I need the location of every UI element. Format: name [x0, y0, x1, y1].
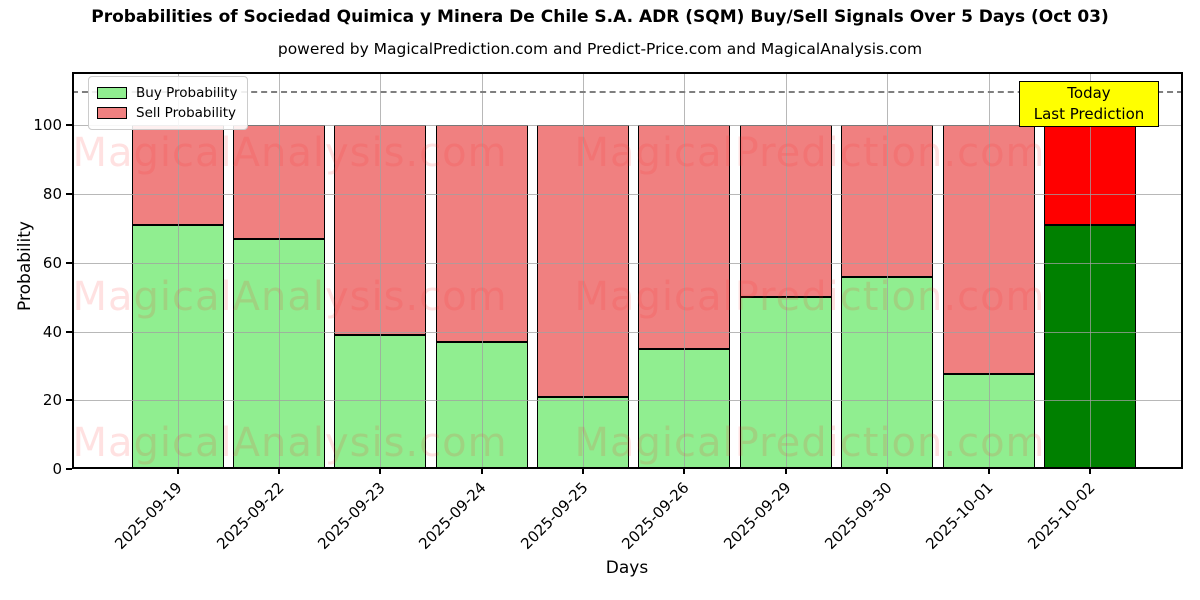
y-tick-mark [66, 330, 72, 333]
x-tick-mark [277, 469, 280, 474]
x-tick-mark [886, 469, 889, 474]
chart-subtitle: powered by MagicalPrediction.com and Pre… [277, 40, 923, 58]
x-tick-mark [176, 469, 179, 474]
x-tick-label: 2025-09-23 [314, 478, 389, 554]
watermark-text: MagicalPrediction.com [574, 130, 1046, 176]
today-annotation-line2: Last Prediction [1033, 105, 1145, 123]
y-tick-label: 0 [52, 460, 62, 478]
grid-line-horizontal [72, 400, 1183, 402]
grid-line-vertical [583, 72, 585, 469]
y-tick-label: 100 [33, 116, 62, 135]
watermark-text: MagicalAnalysis.com [72, 274, 508, 320]
x-tick-label: 2025-09-29 [719, 478, 795, 554]
y-tick-label: 60 [42, 253, 62, 272]
dashed-threshold-line [72, 90, 1183, 93]
x-tick-label: 2025-09-26 [618, 478, 693, 554]
legend-entry: Buy Probability [97, 83, 237, 103]
x-tick-mark [1089, 469, 1091, 474]
x-tick-mark [784, 469, 787, 474]
x-tick-mark [582, 469, 585, 474]
y-tick-label: 80 [42, 185, 62, 204]
grid-line-horizontal [72, 125, 1183, 127]
x-tick-mark [683, 469, 686, 474]
y-tick-mark [66, 124, 72, 127]
x-tick-label: 2025-10-01 [922, 478, 997, 554]
watermark-text: MagicalAnalysis.com [72, 420, 508, 466]
y-tick-label: 20 [42, 391, 62, 410]
today-annotation: Today Last Prediction [1019, 81, 1159, 127]
grid-line-vertical [785, 72, 787, 469]
grid-line-horizontal [72, 331, 1183, 333]
today-annotation-line1: Today [1067, 84, 1111, 102]
grid-line-horizontal [72, 262, 1183, 264]
x-tick-label: 2025-09-25 [517, 478, 592, 554]
watermark-text: MagicalPrediction.com [574, 420, 1046, 466]
legend-swatch [97, 87, 127, 99]
x-tick-mark [379, 469, 382, 474]
grid-line-vertical [988, 72, 990, 469]
legend-swatch [97, 107, 127, 119]
watermark-text: MagicalPrediction.com [574, 274, 1046, 320]
x-tick-label: 2025-09-22 [212, 478, 288, 554]
x-tick-label: 2025-09-24 [415, 478, 491, 554]
x-tick-label: 2025-09-30 [821, 478, 896, 554]
legend-entry: Sell Probability [97, 103, 237, 123]
watermark-text: MagicalAnalysis.com [72, 130, 508, 176]
y-tick-mark [66, 261, 72, 264]
grid-line-vertical [1090, 72, 1091, 469]
x-tick-mark [480, 469, 483, 474]
x-axis-label: Days [605, 558, 649, 578]
y-tick-label: 40 [42, 322, 62, 341]
y-tick-mark [66, 193, 72, 196]
y-tick-mark [66, 399, 72, 402]
grid-line-vertical [481, 72, 483, 469]
x-tick-label: 2025-10-02 [1024, 478, 1099, 554]
plot-area: Buy Probability Sell Probability Today La… [72, 72, 1183, 553]
grid-line-vertical [887, 72, 889, 469]
grid-line-vertical [684, 72, 686, 469]
grid-line-horizontal [72, 194, 1183, 196]
grid-line-vertical [380, 72, 382, 469]
grid-line-vertical [177, 72, 179, 469]
chart-title: Probabilities of Sociedad Quimica y Mine… [91, 7, 1109, 27]
legend: Buy Probability Sell Probability [88, 76, 249, 130]
y-tick-mark [66, 468, 72, 470]
grid-line-vertical [278, 72, 280, 469]
x-tick-label: 2025-09-19 [111, 478, 186, 554]
x-tick-mark [987, 469, 990, 474]
legend-label: Sell Probability [136, 105, 237, 121]
legend-label: Buy Probability [136, 85, 238, 101]
